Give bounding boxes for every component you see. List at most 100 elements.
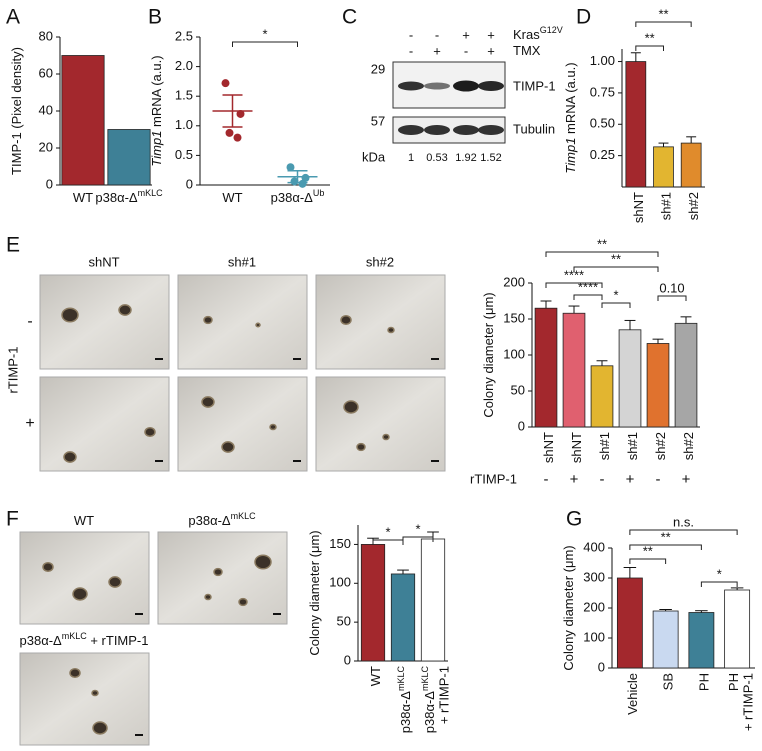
colony (387, 326, 395, 334)
data-point (290, 177, 299, 186)
treatment-label: KrasG12V (513, 25, 563, 42)
x-tick-label: SB (661, 673, 676, 690)
treatment-label: TMX (513, 43, 541, 58)
panel-letter: C (342, 6, 357, 29)
column-label: sh#2 (366, 254, 394, 269)
colony (92, 721, 108, 735)
text-part: Timp1 (563, 138, 578, 174)
bar (61, 55, 105, 186)
colony (118, 304, 132, 316)
micrograph (315, 274, 446, 370)
x-tick-label: p38α-ΔmKLC (95, 188, 163, 205)
data-point (225, 128, 234, 137)
text-part: Colony diameter (μm) (307, 530, 322, 655)
quantification: 1.52 (480, 152, 501, 164)
colony (255, 322, 261, 328)
bar (107, 129, 151, 186)
text-part: TIMP-1 (Pixel density) (9, 47, 24, 175)
significance-bracket (657, 295, 687, 301)
colony (203, 315, 213, 325)
text-part: p38α-Δ (188, 513, 231, 528)
data-point (236, 109, 245, 118)
column-label: shNT (88, 254, 119, 269)
y-tick-label: 0.25 (590, 147, 615, 162)
y-tick-label: 0 (186, 176, 193, 191)
bar (390, 573, 416, 662)
superscript: mKLC (138, 188, 164, 198)
x-tick-label: shNT (569, 432, 584, 463)
x-tick-label: p38α-ΔUb (271, 188, 325, 205)
panel-letter: F (6, 508, 19, 531)
superscript: mKLC (62, 631, 88, 641)
superscript: Ub (313, 188, 325, 198)
text-part: Timp1 (149, 131, 164, 167)
significance-bracket (635, 21, 692, 27)
x-row-sign: + (570, 471, 579, 488)
significance-label: 0.10 (659, 280, 684, 295)
band (453, 125, 479, 135)
column-label: sh#1 (228, 254, 256, 269)
significance-label: ** (645, 30, 655, 45)
text-part: + rTIMP-1 (87, 633, 149, 648)
y-tick-label: 60 (39, 65, 53, 80)
colony (238, 597, 248, 607)
text-part: WT (222, 190, 242, 205)
x-tick-label: PH (697, 673, 712, 691)
row-title: rTIMP-1 (5, 347, 20, 394)
x-tick-label: sh#1 (625, 432, 640, 460)
y-tick-label: 2.0 (175, 58, 193, 73)
unit-label: kDa (362, 149, 386, 164)
text-part: Kras (513, 27, 540, 42)
text-part: sh#2 (687, 192, 702, 220)
y-tick-label: 400 (583, 539, 605, 554)
colony (61, 307, 79, 323)
bar (618, 329, 642, 428)
x-tick-label: PH (727, 673, 742, 691)
colony (69, 668, 81, 678)
treatment-sign: + (487, 43, 495, 58)
colony (144, 427, 156, 437)
data-point (233, 133, 242, 142)
row-label: - (27, 313, 32, 330)
significance-bracket (629, 558, 667, 564)
text-part: sh#2 (653, 432, 668, 460)
y-tick-label: 50 (511, 382, 525, 397)
x-tick-label: p38α-ΔmKLC (396, 666, 413, 734)
colony (221, 441, 235, 453)
quantification: 1.92 (455, 152, 476, 164)
micrograph (315, 376, 446, 472)
bar (653, 146, 674, 188)
panel-letter: G (566, 508, 582, 531)
bar (562, 312, 586, 428)
significance-bracket (629, 544, 702, 550)
y-axis-label: Colony diameter (μm) (307, 530, 322, 655)
y-tick-label: 0.50 (590, 116, 615, 131)
y-tick-label: 0.75 (590, 84, 615, 99)
bar (674, 322, 698, 428)
y-tick-label: 200 (503, 274, 525, 289)
colony (269, 423, 277, 431)
text-part: sh#1 (625, 432, 640, 460)
x-row-sign: + (682, 471, 691, 488)
bar (724, 589, 751, 669)
superscript: mKLC (231, 511, 257, 521)
significance-bracket (629, 529, 738, 535)
text-part: p38α-Δ (95, 190, 138, 205)
band (398, 81, 424, 91)
significance-label: ** (661, 529, 671, 544)
superscript: mKLC (396, 666, 406, 692)
x-tick-label: sh#1 (597, 432, 612, 460)
significance-bracket (372, 539, 404, 545)
bar (646, 343, 670, 428)
text-part: p38α-Δ (422, 691, 437, 734)
significance-label: * (613, 287, 618, 302)
colony (201, 396, 215, 408)
text-part: Colony diameter (μm) (481, 292, 496, 417)
text-part: PH (697, 673, 712, 691)
significance-label: ** (658, 6, 668, 21)
colony (91, 689, 99, 697)
text-part: WT (368, 666, 383, 686)
y-tick-label: 50 (337, 614, 351, 629)
bar (652, 610, 679, 669)
treatment-sign: - (464, 43, 468, 58)
